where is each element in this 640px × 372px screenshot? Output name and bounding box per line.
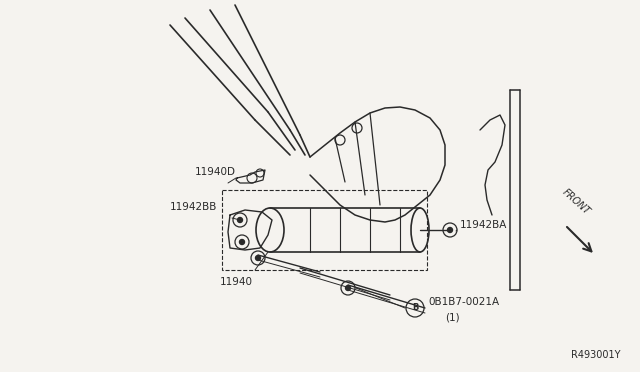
Circle shape xyxy=(346,285,351,291)
Text: FRONT: FRONT xyxy=(560,187,591,217)
Bar xyxy=(222,190,427,270)
Text: 11942BB: 11942BB xyxy=(170,202,218,212)
Text: 0B1B7-0021A: 0B1B7-0021A xyxy=(428,297,499,307)
Text: (1): (1) xyxy=(445,312,460,322)
Circle shape xyxy=(237,218,243,222)
Circle shape xyxy=(255,256,260,260)
Text: R493001Y: R493001Y xyxy=(570,350,620,360)
Text: B: B xyxy=(412,304,418,312)
Text: 11942BA: 11942BA xyxy=(460,220,508,230)
Circle shape xyxy=(447,228,452,232)
Circle shape xyxy=(239,240,244,244)
Text: 11940: 11940 xyxy=(220,277,253,287)
Text: 11940D: 11940D xyxy=(195,167,236,177)
